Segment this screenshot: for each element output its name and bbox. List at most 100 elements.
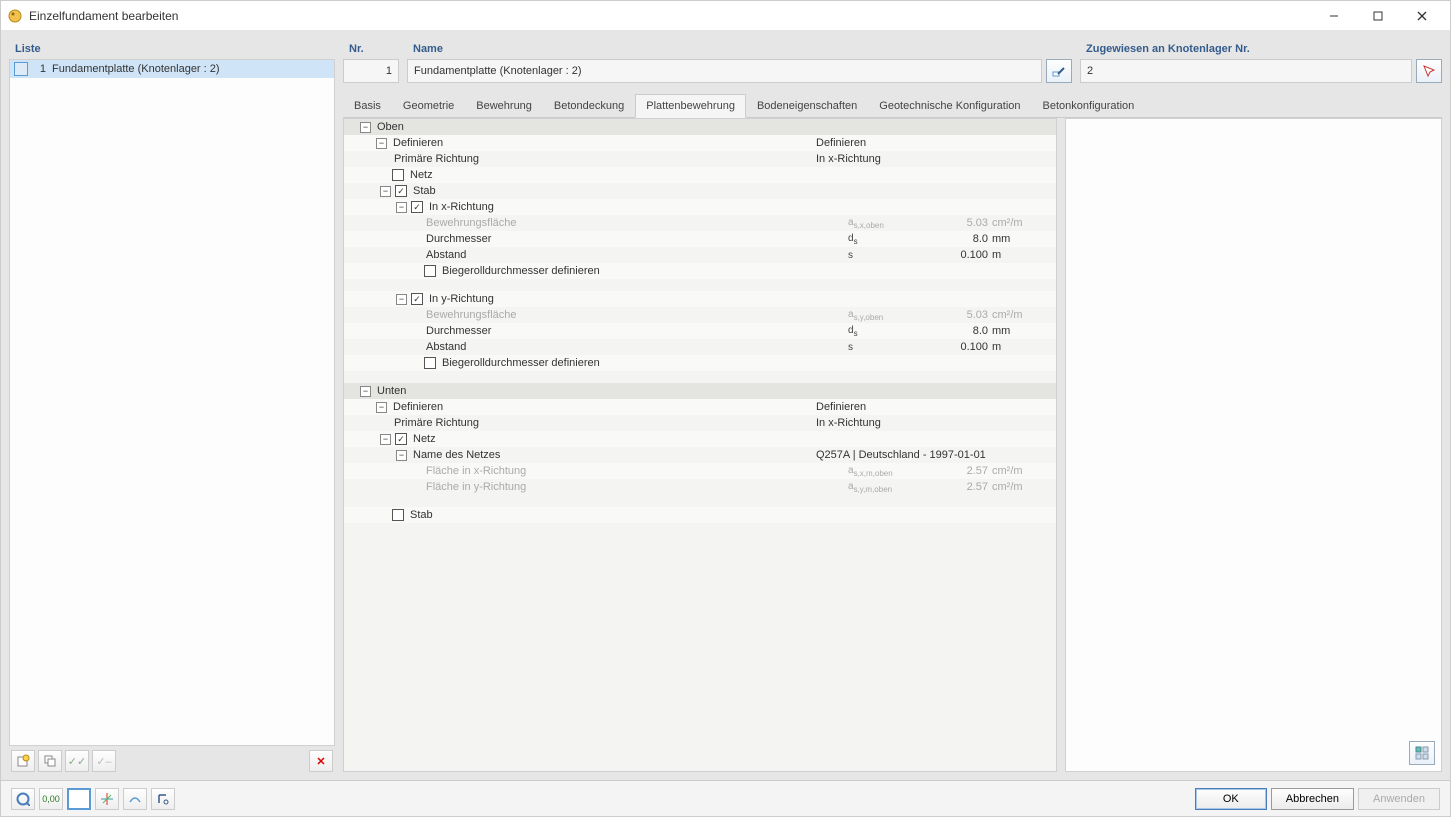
row-name-netz: −Name des Netzes Q257A | Deutschland - 1… bbox=[344, 447, 1056, 463]
in-y-oben-checkbox[interactable]: ✓ bbox=[411, 293, 423, 305]
symbol: as,y,oben bbox=[848, 309, 920, 322]
close-button[interactable] bbox=[1400, 2, 1444, 30]
row-stab-unten: Stab bbox=[344, 507, 1056, 523]
symbol: ds bbox=[848, 233, 920, 246]
list-header: Liste bbox=[9, 39, 335, 59]
nr-label: Nr. bbox=[343, 39, 399, 59]
expand-icon[interactable]: − bbox=[396, 202, 407, 213]
value[interactable]: 0.100 bbox=[920, 249, 992, 261]
expand-icon[interactable]: − bbox=[360, 386, 371, 397]
value-primaere-oben: In x-Richtung bbox=[810, 153, 1056, 165]
dialog-footer: 0,00 OK Abbrechen Anwenden bbox=[1, 780, 1450, 816]
stab-oben-checkbox[interactable]: ✓ bbox=[395, 185, 407, 197]
assign-field[interactable]: 2 bbox=[1080, 59, 1412, 83]
app-icon bbox=[7, 8, 23, 24]
check-button[interactable]: ✓✓ bbox=[65, 750, 89, 772]
list-item-number: 1 bbox=[32, 63, 46, 75]
uncheck-button[interactable]: ✓– bbox=[92, 750, 116, 772]
window-title: Einzelfundament bearbeiten bbox=[29, 9, 1312, 23]
row-durchmesser-y: Durchmesser ds 8.0 mm bbox=[344, 323, 1056, 339]
copy-button[interactable] bbox=[38, 750, 62, 772]
row-stab-oben: −✓Stab bbox=[344, 183, 1056, 199]
tab-betonkonfig[interactable]: Betonkonfiguration bbox=[1032, 94, 1146, 118]
biegeroll-y-checkbox[interactable] bbox=[424, 357, 436, 369]
symbol: s bbox=[848, 250, 920, 261]
expand-icon[interactable]: − bbox=[380, 434, 391, 445]
unit: m bbox=[992, 341, 1056, 353]
preview-options-button[interactable] bbox=[1409, 741, 1435, 765]
pick-node-button[interactable] bbox=[1416, 59, 1442, 83]
value[interactable]: 8.0 bbox=[920, 325, 992, 337]
view-1-button[interactable] bbox=[67, 788, 91, 810]
expand-icon[interactable]: − bbox=[380, 186, 391, 197]
tab-basis[interactable]: Basis bbox=[343, 94, 392, 118]
help-button[interactable] bbox=[11, 788, 35, 810]
row-netz-unten: −✓Netz bbox=[344, 431, 1056, 447]
value-primaere-unten: In x-Richtung bbox=[810, 417, 1056, 429]
expand-icon[interactable]: − bbox=[376, 138, 387, 149]
netz-oben-checkbox[interactable] bbox=[392, 169, 404, 181]
expand-icon[interactable]: − bbox=[396, 450, 407, 461]
tab-geometrie[interactable]: Geometrie bbox=[392, 94, 465, 118]
property-tree: −Oben − Definieren Definieren Primäre Ric… bbox=[343, 118, 1057, 772]
view-3-button[interactable] bbox=[123, 788, 147, 810]
tab-bodeneigenschaften[interactable]: Bodeneigenschaften bbox=[746, 94, 868, 118]
value-definieren-oben: Definieren bbox=[810, 137, 1056, 149]
ok-button[interactable]: OK bbox=[1195, 788, 1267, 810]
expand-icon[interactable]: − bbox=[396, 294, 407, 305]
symbol: s bbox=[848, 342, 920, 353]
row-in-x-oben: −✓In x-Richtung bbox=[344, 199, 1056, 215]
apply-button: Anwenden bbox=[1358, 788, 1440, 810]
new-button[interactable] bbox=[11, 750, 35, 772]
row-definieren-unten: −Definieren Definieren bbox=[344, 399, 1056, 415]
foundation-list[interactable]: 1 Fundamentplatte (Knotenlager : 2) bbox=[9, 59, 335, 746]
minimize-button[interactable] bbox=[1312, 2, 1356, 30]
expand-icon[interactable]: − bbox=[376, 402, 387, 413]
expand-icon[interactable]: − bbox=[360, 122, 371, 133]
name-label: Name bbox=[407, 39, 1072, 59]
maximize-button[interactable] bbox=[1356, 2, 1400, 30]
view-2-button[interactable] bbox=[95, 788, 119, 810]
value-definieren-unten: Definieren bbox=[810, 401, 1056, 413]
tab-geotech[interactable]: Geotechnische Konfiguration bbox=[868, 94, 1031, 118]
value[interactable]: 0.100 bbox=[920, 341, 992, 353]
tab-bar: Basis Geometrie Bewehrung Betondeckung P… bbox=[343, 93, 1442, 118]
row-flaeche-x: Fläche in x-Richtung as,x,m,oben 2.57 cm… bbox=[344, 463, 1056, 479]
unit: mm bbox=[992, 325, 1056, 337]
edit-name-button[interactable] bbox=[1046, 59, 1072, 83]
biegeroll-x-checkbox[interactable] bbox=[424, 265, 436, 277]
in-x-oben-checkbox[interactable]: ✓ bbox=[411, 201, 423, 213]
netz-unten-checkbox[interactable]: ✓ bbox=[395, 433, 407, 445]
name-field[interactable]: Fundamentplatte (Knotenlager : 2) bbox=[407, 59, 1042, 83]
titlebar: Einzelfundament bearbeiten bbox=[1, 1, 1450, 31]
unit: cm²/m bbox=[992, 481, 1056, 493]
cancel-button[interactable]: Abbrechen bbox=[1271, 788, 1354, 810]
delete-button[interactable]: ✕ bbox=[309, 750, 333, 772]
row-abstand-x: Abstand s 0.100 m bbox=[344, 247, 1056, 263]
preview-panel bbox=[1065, 118, 1442, 772]
tab-bewehrung[interactable]: Bewehrung bbox=[465, 94, 543, 118]
row-bewehrungsflaeche-x: Bewehrungsfläche as,x,oben 5.03 cm²/m bbox=[344, 215, 1056, 231]
unit: mm bbox=[992, 233, 1056, 245]
row-primaere-unten: Primäre Richtung In x-Richtung bbox=[344, 415, 1056, 431]
nr-field[interactable]: 1 bbox=[343, 59, 399, 83]
tab-plattenbewehrung[interactable]: Plattenbewehrung bbox=[635, 94, 746, 118]
value[interactable]: 8.0 bbox=[920, 233, 992, 245]
view-4-button[interactable] bbox=[151, 788, 175, 810]
value-name-netz[interactable]: Q257A | Deutschland - 1997-01-01 bbox=[810, 449, 1056, 461]
foundation-icon bbox=[14, 62, 28, 76]
list-item-label: Fundamentplatte (Knotenlager : 2) bbox=[52, 63, 220, 75]
tab-betondeckung[interactable]: Betondeckung bbox=[543, 94, 635, 118]
section-oben: −Oben bbox=[344, 119, 1056, 135]
section-unten: −Unten bbox=[344, 383, 1056, 399]
value: 2.57 bbox=[920, 465, 992, 477]
symbol: as,x,oben bbox=[848, 217, 920, 230]
row-biegeroll-y: Biegerolldurchmesser definieren bbox=[344, 355, 1056, 371]
symbol: as,y,m,oben bbox=[848, 481, 920, 494]
unit: cm²/m bbox=[992, 217, 1056, 229]
value: 5.03 bbox=[920, 217, 992, 229]
list-item[interactable]: 1 Fundamentplatte (Knotenlager : 2) bbox=[10, 60, 334, 78]
units-button[interactable]: 0,00 bbox=[39, 788, 63, 810]
stab-unten-checkbox[interactable] bbox=[392, 509, 404, 521]
row-netz-oben: Netz bbox=[344, 167, 1056, 183]
